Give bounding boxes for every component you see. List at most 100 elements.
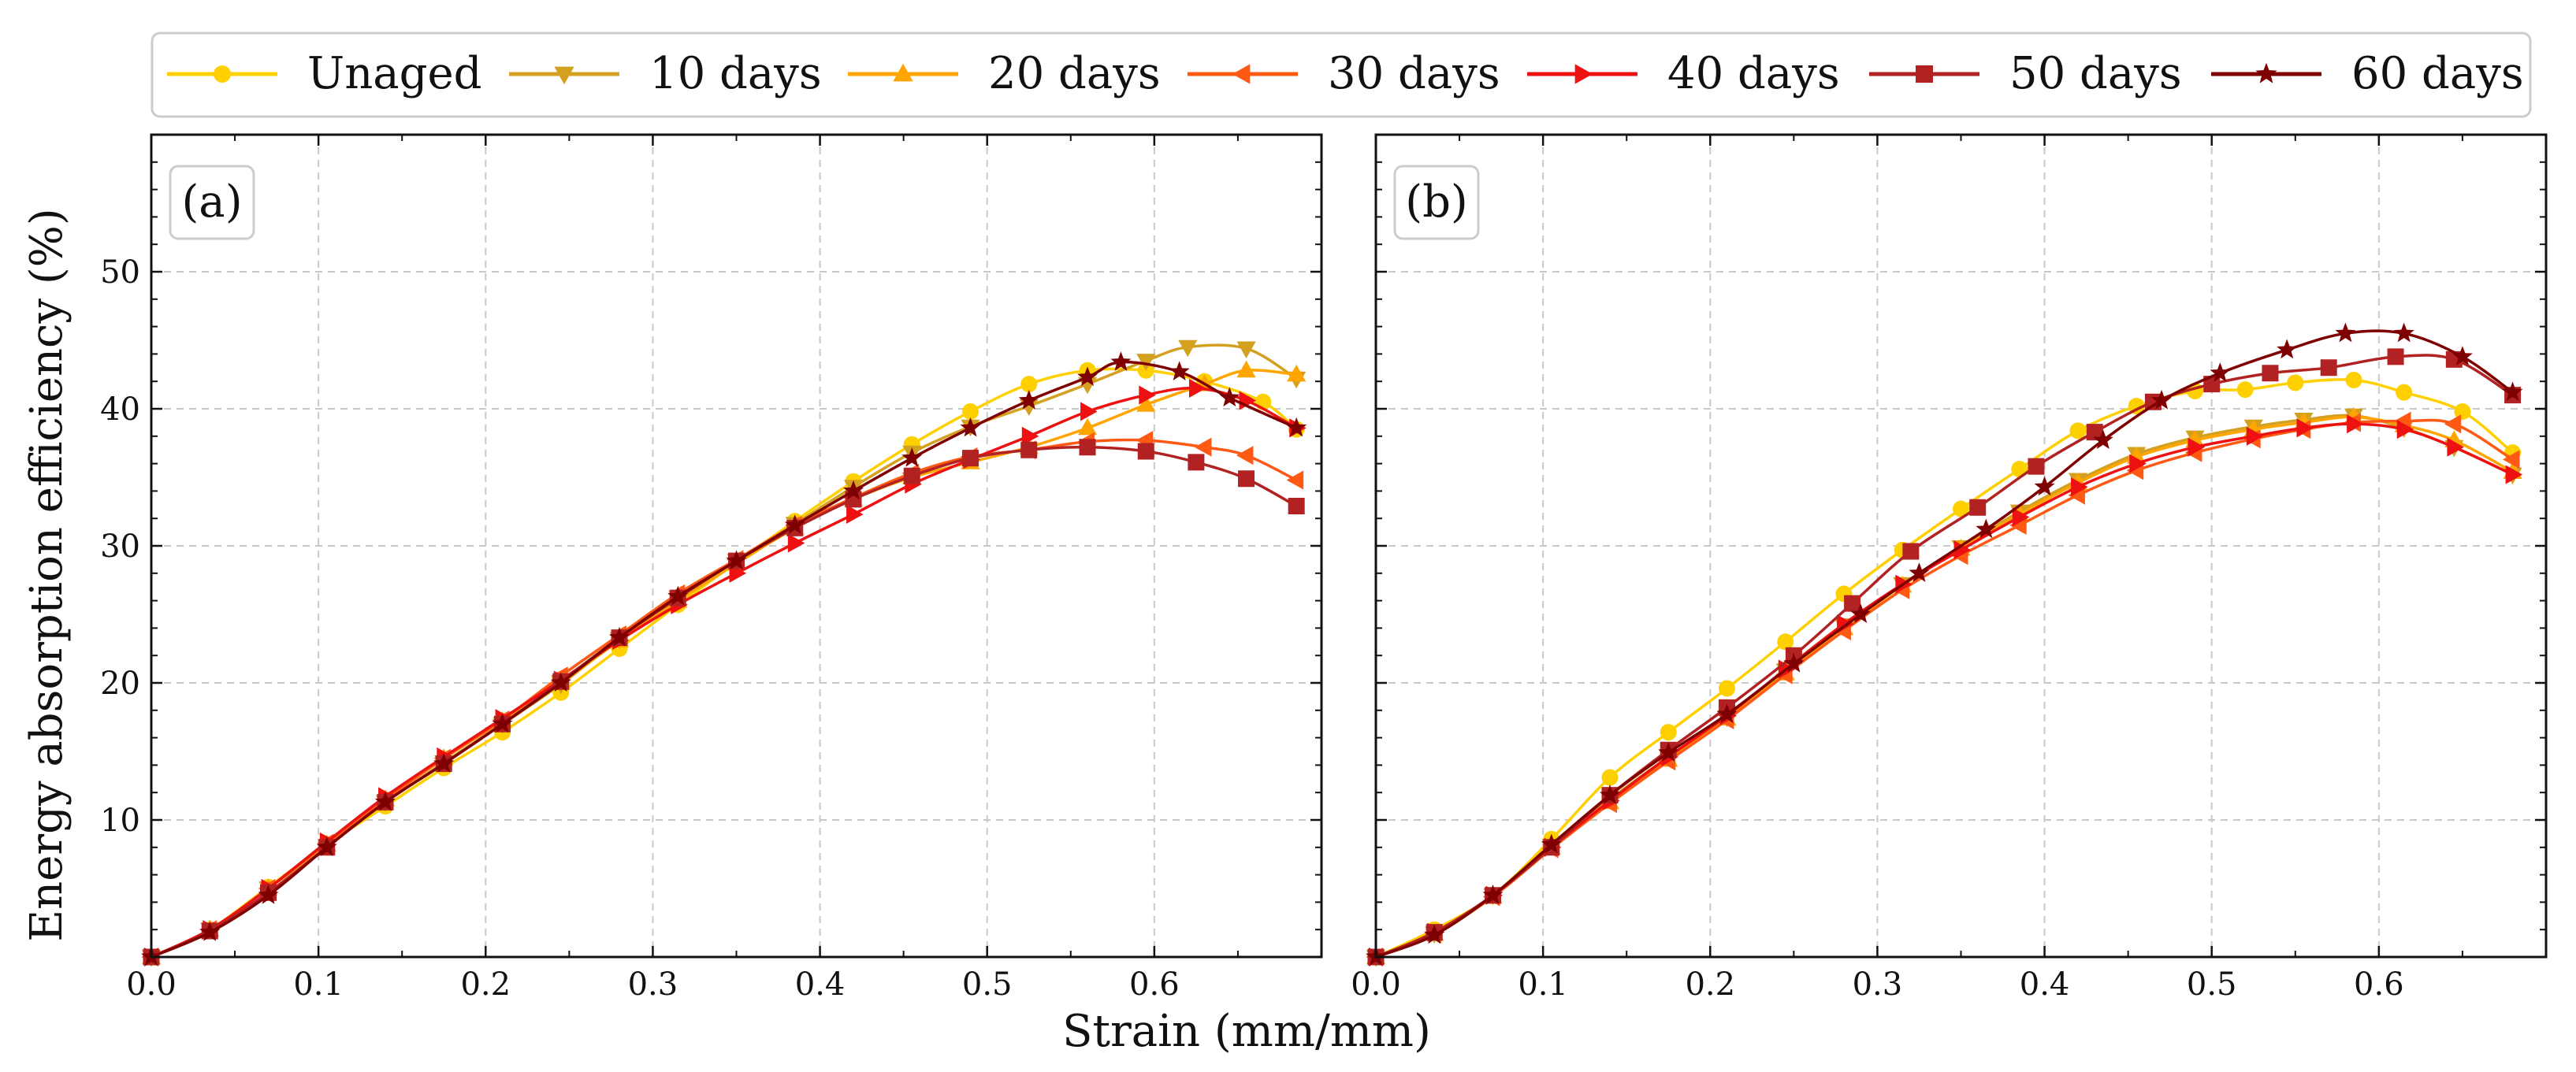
data-point — [2444, 414, 2462, 434]
data-point — [1976, 518, 1997, 539]
data-point — [375, 791, 396, 811]
x-tick-label: 0.3 — [628, 966, 678, 1003]
data-point — [1236, 446, 1254, 466]
panel-b: 0.0 0.1 0.2 0.3 0.4 0.5 0.6 (b) — [1351, 133, 2548, 1003]
data-point — [258, 885, 279, 904]
data-point — [2262, 365, 2279, 382]
data-point — [1136, 354, 1156, 371]
data-point — [2246, 426, 2264, 446]
data-point — [2502, 450, 2520, 469]
data-point — [2012, 507, 2030, 527]
data-point — [1136, 395, 1156, 412]
series-group — [1366, 322, 2523, 967]
data-point — [1178, 339, 1198, 358]
legend-label: 10 days — [649, 48, 822, 99]
legend-label: 30 days — [1328, 48, 1500, 99]
series-line — [1375, 378, 2514, 959]
series-line — [151, 386, 1298, 959]
data-point — [1424, 924, 1445, 944]
legend: Unaged 10 days 20 days 30 days 40 days 50 day… — [151, 32, 2532, 118]
x-tick-label: 0.6 — [2354, 966, 2404, 1003]
data-point — [609, 626, 630, 647]
data-point — [1658, 742, 1679, 762]
legend-entry: 30 days — [1188, 48, 1500, 99]
data-point — [1482, 885, 1504, 904]
panel-label-frame — [1393, 165, 1480, 240]
data-point — [1020, 441, 1038, 458]
data-point — [960, 417, 981, 437]
data-point — [2151, 389, 2173, 410]
data-point — [1020, 376, 1038, 393]
data-point — [2034, 476, 2055, 496]
y-tick-label: 40 — [100, 391, 140, 428]
data-point — [1719, 680, 1735, 697]
data-point — [2320, 359, 2337, 376]
legend-marker — [554, 66, 574, 85]
data-point — [1018, 389, 1039, 410]
panel-label: (a) — [169, 165, 255, 240]
x-tick-label: 0.2 — [1685, 966, 1735, 1003]
data-point — [1194, 437, 1212, 457]
x-tick-label: 0.0 — [1351, 966, 1401, 1003]
data-point — [1660, 724, 1677, 741]
legend-label: 50 days — [2009, 48, 2182, 99]
legend-entry: 50 days — [1869, 48, 2182, 99]
data-point — [2092, 429, 2113, 450]
data-point — [2287, 374, 2304, 391]
data-point — [1288, 498, 1305, 515]
data-point — [2396, 420, 2414, 440]
x-axis-title: Strain (mm/mm) — [1062, 1006, 1431, 1057]
legend-entry: 40 days — [1527, 48, 1840, 99]
data-point — [1286, 417, 1307, 437]
data-point — [316, 836, 337, 856]
x-tick-label: 0.0 — [126, 966, 177, 1003]
data-point — [2393, 322, 2414, 343]
data-point — [1169, 361, 1190, 381]
data-point — [1844, 595, 1861, 612]
data-point — [1541, 833, 1562, 854]
data-point — [1850, 603, 1872, 624]
data-point — [1236, 360, 1256, 378]
data-point — [1139, 385, 1156, 405]
legend-label: 20 days — [988, 48, 1161, 99]
data-point — [846, 504, 864, 525]
data-point — [2236, 381, 2254, 399]
data-point — [726, 550, 747, 570]
data-point — [2129, 454, 2147, 473]
panel-label-frame — [169, 165, 255, 240]
data-point — [1969, 499, 1987, 516]
data-point — [2296, 418, 2314, 438]
data-point — [962, 402, 979, 420]
data-point — [1110, 351, 1132, 371]
panel-label-text: (b) — [1405, 176, 1468, 228]
data-point — [2505, 465, 2523, 484]
x-tick-label: 0.3 — [1853, 966, 1903, 1003]
data-point — [2396, 384, 2413, 401]
y-tick-label: 10 — [100, 803, 140, 839]
data-point — [433, 753, 455, 773]
x-tick-label: 0.6 — [1129, 966, 1180, 1003]
series-line — [151, 360, 1297, 959]
data-point — [2086, 424, 2103, 441]
data-point — [1079, 439, 1096, 456]
data-point — [1716, 703, 1738, 724]
data-point — [1077, 417, 1098, 436]
data-point — [2454, 402, 2471, 420]
series-line — [1375, 329, 2514, 959]
x-tick-label: 0.4 — [2020, 966, 2070, 1003]
legend-label: 40 days — [1667, 48, 1840, 99]
data-point — [903, 467, 920, 484]
panel-a: 0.0 0.1 0.2 0.3 0.4 0.5 0.6 10 20 30 40 50 (a) — [100, 133, 1323, 1003]
legend-label: 60 days — [2351, 48, 2524, 99]
legend-marker — [1574, 64, 1593, 84]
data-point — [1600, 785, 1620, 804]
data-point — [1601, 769, 1619, 786]
data-point — [1077, 366, 1098, 387]
legend-frame — [151, 32, 2532, 118]
legend-marker — [214, 65, 231, 83]
data-point — [492, 713, 513, 733]
data-point — [843, 480, 864, 500]
x-tick-label: 0.2 — [460, 966, 511, 1003]
legend-marker — [1232, 64, 1251, 84]
data-point — [1238, 470, 1255, 488]
